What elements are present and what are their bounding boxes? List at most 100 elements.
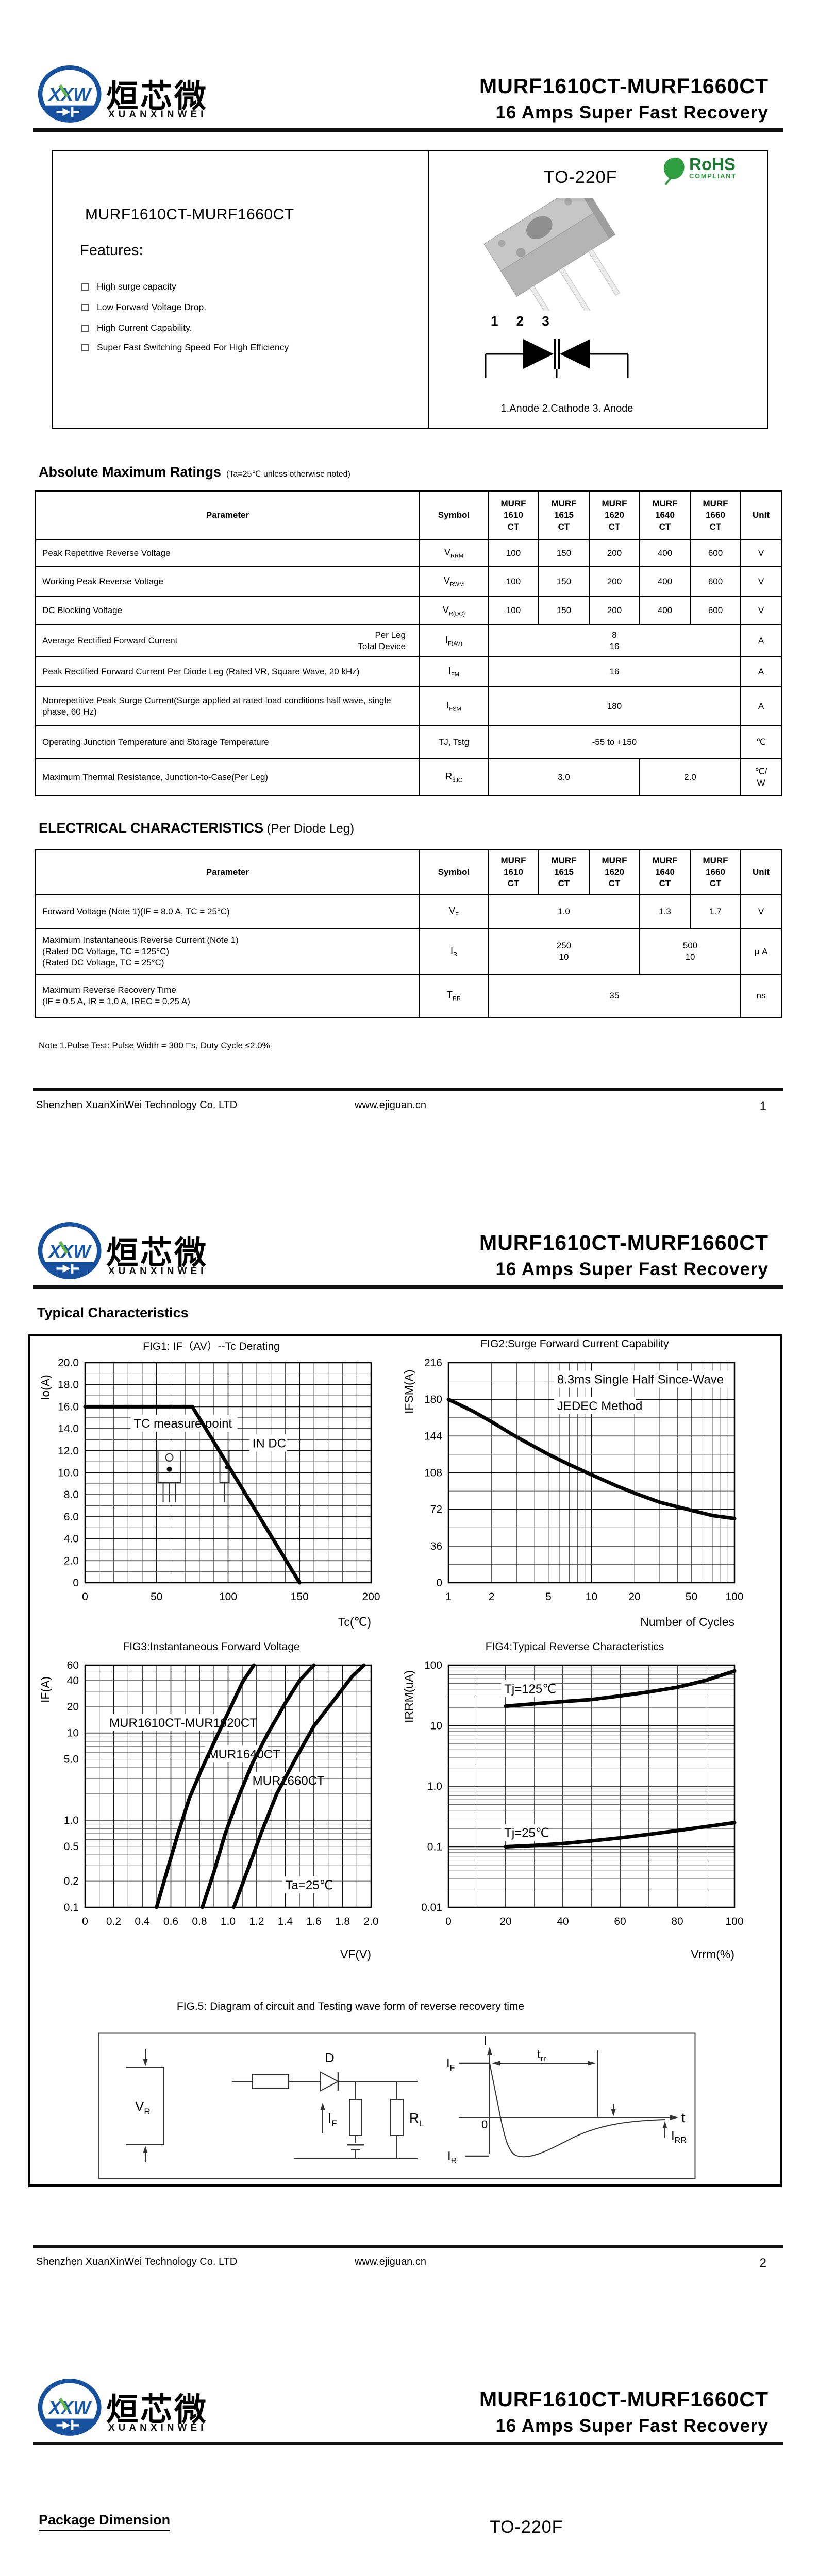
feature-text: High surge capacity <box>97 281 176 292</box>
x-tick: 0.4 <box>135 1916 150 1927</box>
table-cell: 150 <box>538 539 590 567</box>
y-tick: 108 <box>424 1467 442 1479</box>
feature-text: Low Forward Voltage Drop. <box>97 302 207 312</box>
table-header-cell: Symbol <box>419 849 489 895</box>
x-axis-label: Number of Cycles <box>640 1615 734 1629</box>
table-header-cell: MURF 1615 CT <box>538 849 590 895</box>
table-cell: IFSM <box>419 686 489 726</box>
footer-company: Shenzhen XuanXinWei Technology Co. LTD <box>36 2256 238 2267</box>
x-tick: 200 <box>362 1591 380 1603</box>
table-cell: Peak Rectified Forward Current Per Diode… <box>35 656 420 687</box>
elec-table: Parameter Symbol MURF 1610 CT MURF 1615 CT MURF 1… <box>35 849 782 1018</box>
table-cell: μ A <box>740 928 782 975</box>
y-tick: 0 <box>73 1577 79 1589</box>
table-cell: 16 <box>488 656 741 687</box>
table-cell: 1.0 <box>488 894 640 929</box>
table-cell: 200 <box>589 596 640 625</box>
brand-name-cn: 烜芯微 <box>106 2391 209 2428</box>
doc-title-block: MURF1610CT-MURF1660CT 16 Amps Super Fast… <box>479 74 769 123</box>
table-cell: Nonrepetitive Peak Surge Current(Surge a… <box>35 686 420 726</box>
table-cell: 250 10 <box>488 928 640 975</box>
logo-initials: XXW <box>47 84 92 105</box>
table-cell: Forward Voltage (Note 1)(IF = 8.0 A, TC … <box>35 894 420 929</box>
table-cell: IF(AV) <box>419 624 489 657</box>
x-tick: 0 <box>445 1916 452 1927</box>
svg-text:IF: IF <box>328 2110 337 2128</box>
table-header-cell: MURF 1620 CT <box>589 849 640 895</box>
svg-text:RL: RL <box>409 2110 424 2128</box>
package-name: TO-220F <box>490 2517 563 2537</box>
fig5-diagram: VR D IF RL I t 0 I <box>98 2032 696 2182</box>
footer-website[interactable]: www.ejiguan.cn <box>355 1099 426 1111</box>
table-cell: 1.7 <box>690 894 741 929</box>
features-heading: Features: <box>80 242 143 259</box>
header-rule <box>33 1285 783 1289</box>
x-tick: 50 <box>686 1591 697 1603</box>
company-logo: XXW <box>37 2378 103 2442</box>
y-tick: 0.2 <box>64 1875 79 1887</box>
package-photo <box>433 183 655 332</box>
y-tick: 0 <box>436 1577 442 1589</box>
footer-website[interactable]: www.ejiguan.cn <box>355 2256 426 2267</box>
page-number: 1 <box>759 1099 766 1113</box>
fig1-title: FIG1: IF（AV）--Tc Derating <box>143 1341 280 1352</box>
y-tick: 18.0 <box>58 1379 79 1391</box>
feature-text: Super Fast Switching Speed For High Effi… <box>97 342 289 352</box>
chart-svg: MUR1610CT-MUR1620CT MUR1640CT MUR1660CT Ta=… <box>39 1659 379 1961</box>
table-header-cell: MURF 1615 CT <box>538 490 590 540</box>
table-cell: 150 <box>538 566 590 597</box>
checkbox-icon <box>81 344 89 351</box>
page-number: 2 <box>759 2256 766 2270</box>
fig2-chart: 8.3ms Single Half Since-Wave JEDEC Method… <box>399 1353 750 1634</box>
footer-rule <box>33 1088 783 1091</box>
table-cell: 200 <box>589 566 640 597</box>
y-tick: 0.01 <box>421 1902 442 1913</box>
feature-text: High Current Capability. <box>97 323 192 333</box>
y-tick: 2.0 <box>64 1555 79 1567</box>
table-cell: 180 <box>488 686 741 726</box>
x-tick: 100 <box>219 1591 237 1603</box>
brand-name-en: XUANXINWEI <box>108 1266 207 1277</box>
table-cell: ℃ <box>740 725 782 759</box>
table-cell: 150 <box>538 596 590 625</box>
svg-text:I: I <box>483 2032 487 2048</box>
y-tick: 1.0 <box>64 1815 79 1826</box>
table-cell: V <box>740 566 782 597</box>
series-Tj=25℃ <box>504 1821 737 1849</box>
rohs-text: RoHS <box>689 155 736 174</box>
figures-box <box>28 1334 782 2187</box>
x-tick: 0 <box>82 1591 88 1603</box>
chart-annotation: JEDEC Method <box>557 1399 642 1413</box>
x-tick: 1.2 <box>249 1916 264 1927</box>
svg-text:VR: VR <box>135 2098 151 2116</box>
y-tick: 0.1 <box>427 1841 442 1853</box>
chart-annotation: 8.3ms Single Half Since-Wave <box>557 1373 724 1387</box>
brand-name-cn: 烜芯微 <box>106 1234 209 1272</box>
table-cell: ℃/W <box>740 758 782 796</box>
data-table: Parameter Symbol MURF 1610 CT MURF 1615 CT MURF 1… <box>35 490 782 796</box>
feature-item: Low Forward Voltage Drop. <box>81 302 411 313</box>
abs-max-title: Absolute Maximum Ratings <box>39 464 222 480</box>
table-cell: VR(DC) <box>419 596 489 625</box>
page-3: XXW 烜芯微 XUANXINWEI MURF1610CT-MURF1660CT… <box>0 2313 818 2576</box>
y-tick: 6.0 <box>64 1511 79 1523</box>
y-tick: 20.0 <box>58 1357 79 1369</box>
x-tick: 10 <box>586 1591 597 1603</box>
x-tick: 60 <box>614 1916 626 1927</box>
y-tick: 4.0 <box>64 1533 79 1545</box>
x-tick: 100 <box>725 1916 743 1927</box>
table-cell: TJ, Tstg <box>419 725 489 759</box>
chart-annotation: IN DC <box>253 1436 286 1450</box>
y-tick: 180 <box>424 1394 442 1405</box>
fig3-chart: MUR1610CT-MUR1620CT MUR1640CT MUR1660CT Ta=… <box>36 1657 387 1967</box>
table-header-cell: Unit <box>740 490 782 540</box>
chart-annotation: MUR1640CT <box>208 1748 280 1761</box>
x-axis-label: VF(V) <box>340 1947 371 1961</box>
x-tick: 150 <box>291 1591 309 1603</box>
table-cell: 400 <box>639 566 691 597</box>
brand-name-en: XUANXINWEI <box>108 2422 207 2433</box>
abs-max-subtitle: (Ta=25℃ unless otherwise noted) <box>226 470 350 479</box>
table-cell: 600 <box>690 596 741 625</box>
table-cell: Average Rectified Forward Current Per Leg… <box>35 624 420 657</box>
y-tick: 0.1 <box>64 1902 79 1913</box>
